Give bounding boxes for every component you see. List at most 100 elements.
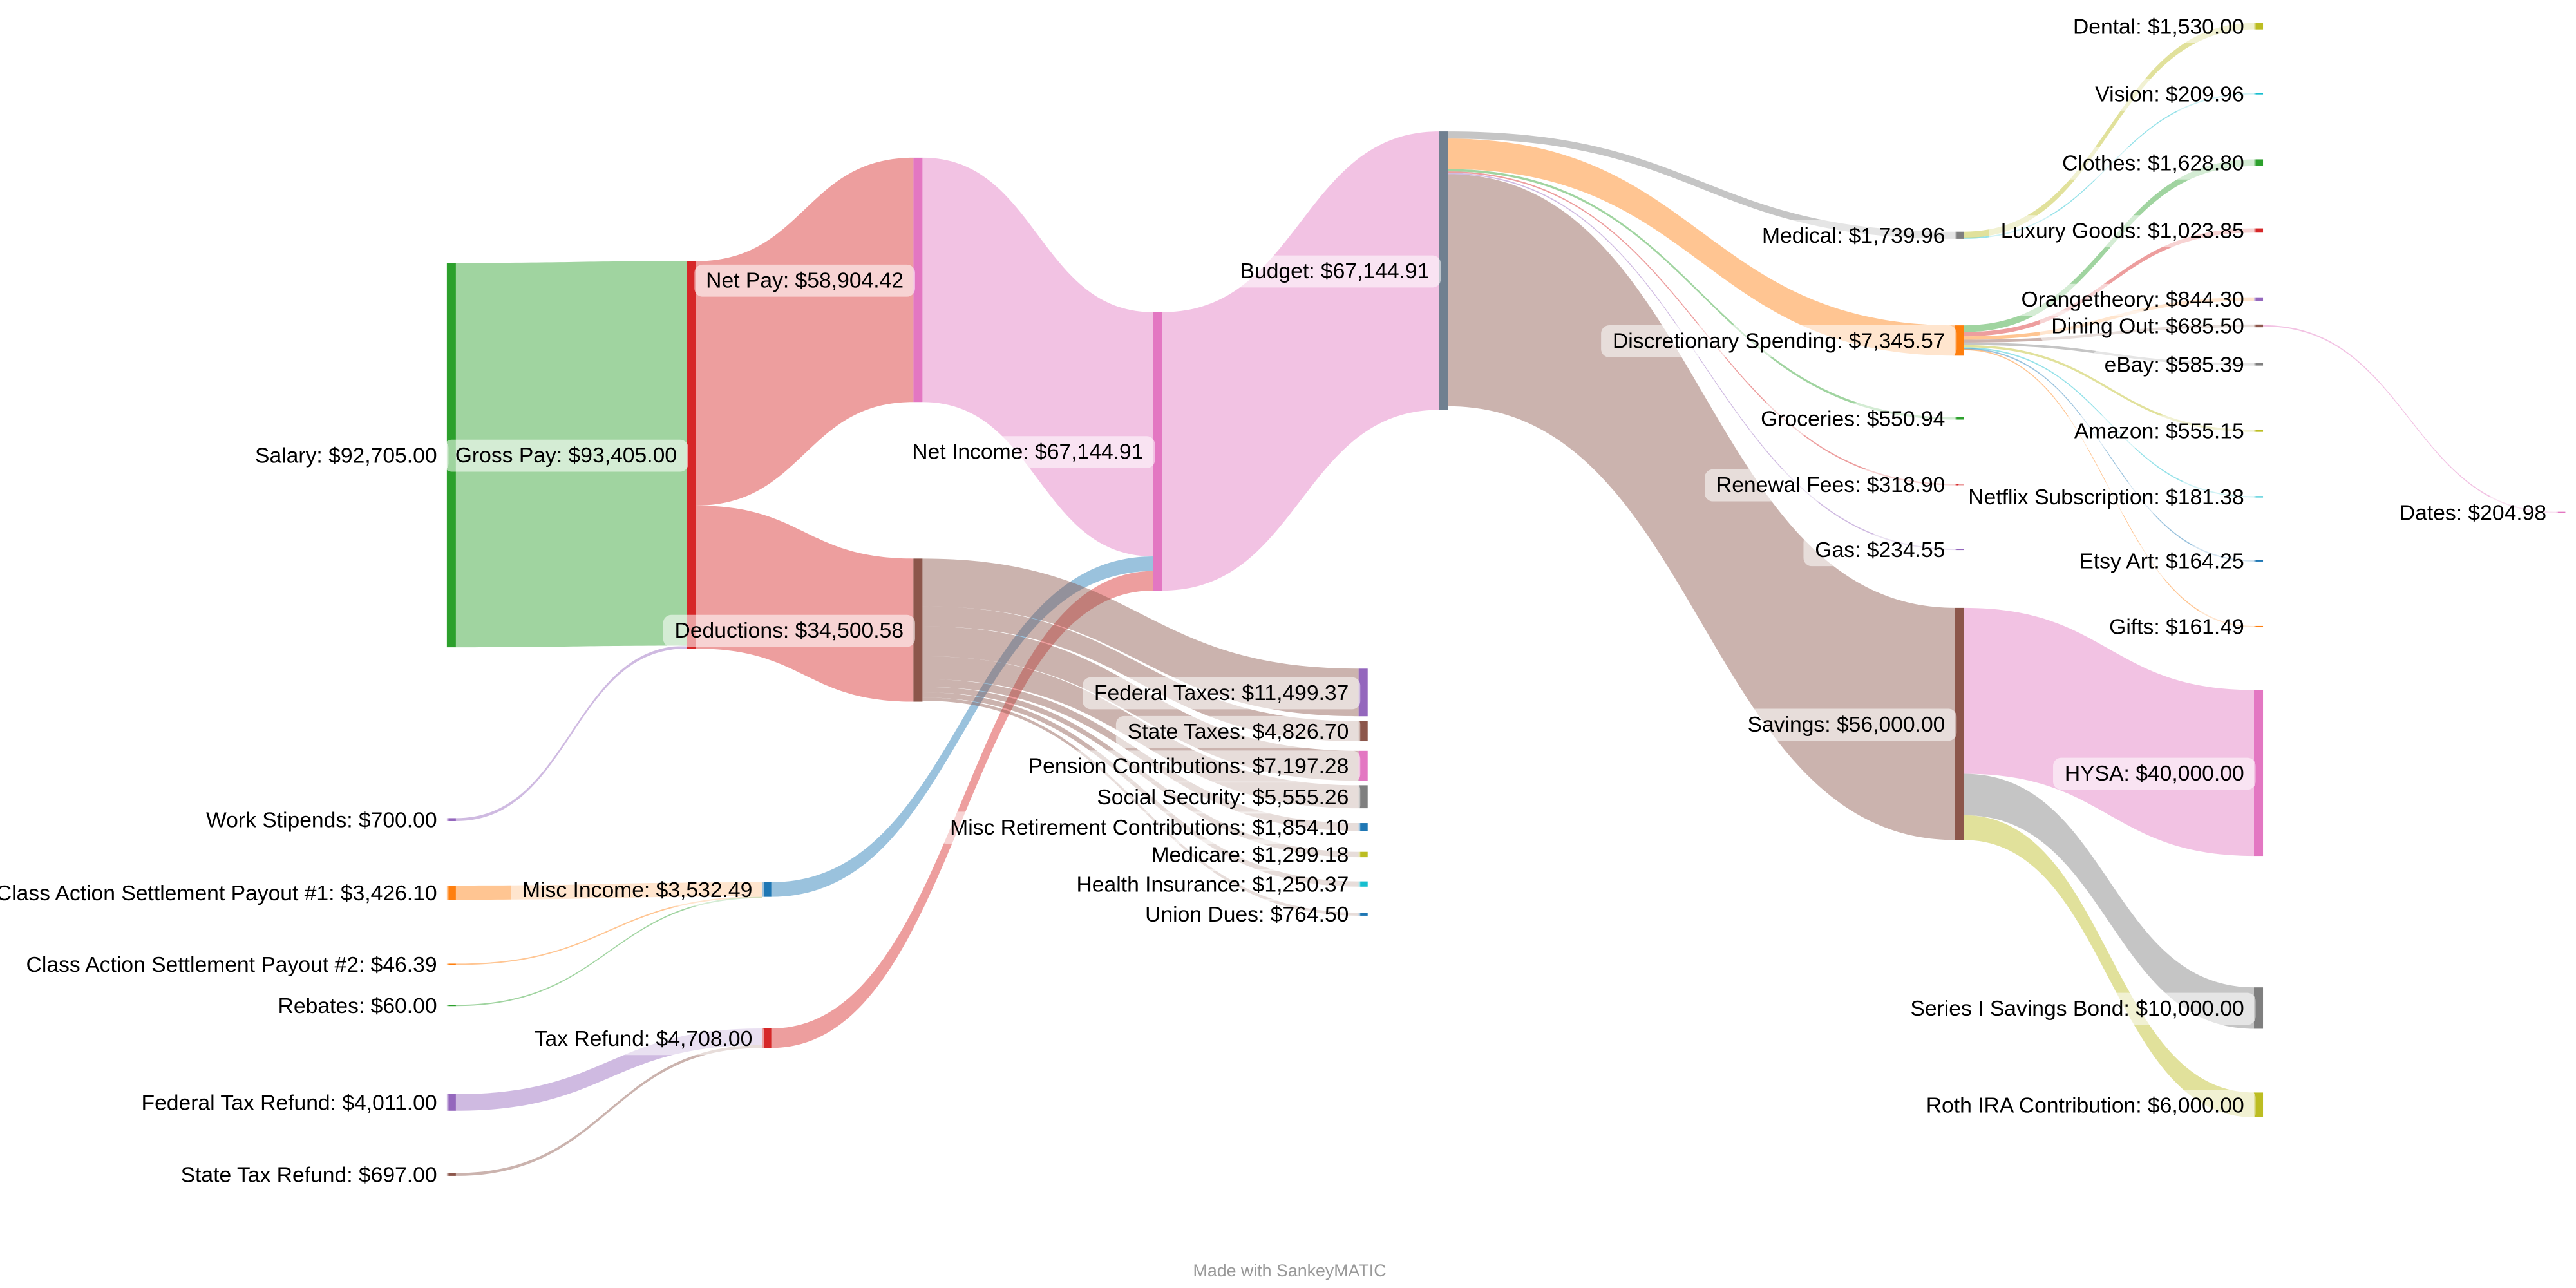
node-state_taxes[interactable] bbox=[1358, 721, 1368, 742]
flow-savings-hysa[interactable] bbox=[1964, 607, 2254, 857]
sankeymatic-credit: Made with SankeyMATIC bbox=[1193, 1261, 1387, 1280]
node-label-text-deductions: Deductions: $34,500.58 bbox=[675, 619, 904, 643]
node-medicare[interactable] bbox=[1358, 851, 1368, 858]
node-label-text-series_i: Series I Savings Bond: $10,000.00 bbox=[1910, 997, 2244, 1021]
node-label-text-state_taxes: State Taxes: $4,826.70 bbox=[1128, 720, 1349, 744]
node-label-misc_income: Misc Income: $3,532.49 bbox=[511, 874, 764, 907]
flow-savings-roth_ira[interactable] bbox=[1964, 815, 2254, 1117]
node-label-pill-ca1 bbox=[0, 877, 449, 910]
flow-deductions-state_taxes[interactable] bbox=[922, 606, 1359, 742]
node-amazon[interactable] bbox=[2254, 430, 2264, 432]
node-deductions[interactable] bbox=[913, 558, 923, 702]
node-union_dues[interactable] bbox=[1358, 913, 1368, 916]
node-rebates[interactable] bbox=[446, 1005, 456, 1007]
flow-misc_income-net_income[interactable] bbox=[771, 556, 1153, 897]
node-misc_retirement[interactable] bbox=[1358, 823, 1368, 831]
node-label-pill-net_income bbox=[900, 436, 1155, 469]
flow-work_stipends-gross_pay[interactable] bbox=[455, 645, 687, 821]
flow-discretionary-etsy_art[interactable] bbox=[1964, 348, 2254, 562]
flow-dining_out-dates[interactable] bbox=[2263, 325, 2557, 513]
flow-budget-discretionary[interactable] bbox=[1448, 138, 1955, 356]
node-groceries[interactable] bbox=[1955, 417, 1964, 420]
node-label-text-roth_ira: Roth IRA Contribution: $6,000.00 bbox=[1926, 1094, 2244, 1117]
node-medical[interactable] bbox=[1955, 231, 1964, 239]
node-dental[interactable] bbox=[2254, 23, 2264, 30]
node-vision[interactable] bbox=[2254, 93, 2264, 95]
node-label-union_dues: Union Dues: $764.50 bbox=[1133, 898, 1361, 931]
node-label-pill-netflix bbox=[1956, 481, 2256, 514]
node-savings[interactable] bbox=[1955, 607, 1964, 840]
flow-rebates-misc_income[interactable] bbox=[455, 896, 762, 1007]
node-label-text-rebates: Rebates: $60.00 bbox=[278, 994, 437, 1018]
node-ca1[interactable] bbox=[446, 886, 456, 900]
node-label-text-netflix: Netflix Subscription: $181.38 bbox=[1968, 486, 2244, 509]
flow-budget-medical[interactable] bbox=[1448, 131, 1955, 239]
node-label-pill-federal_taxes bbox=[1083, 677, 1361, 710]
node-dates[interactable] bbox=[2556, 511, 2566, 513]
flow-discretionary-luxury_goods[interactable] bbox=[1964, 228, 2254, 337]
node-label-pill-net_pay bbox=[694, 264, 915, 297]
flow-budget-gas[interactable] bbox=[1448, 173, 1955, 551]
node-label-health_insurance: Health Insurance: $1,250.37 bbox=[1065, 869, 1361, 901]
node-dining_out[interactable] bbox=[2254, 324, 2264, 328]
node-label-text-dates: Dates: $204.98 bbox=[2400, 501, 2546, 525]
flow-budget-groceries[interactable] bbox=[1448, 169, 1955, 420]
flow-net_income-budget[interactable] bbox=[1162, 131, 1439, 591]
flow-state_tax_refund-tax_refund[interactable] bbox=[455, 1045, 762, 1176]
node-misc_income[interactable] bbox=[762, 882, 772, 897]
node-label-pill-groceries bbox=[1749, 403, 1957, 435]
flow-savings-series_i[interactable] bbox=[1964, 773, 2254, 1029]
node-discretionary[interactable] bbox=[1955, 325, 1964, 356]
node-clothes[interactable] bbox=[2254, 159, 2264, 166]
node-work_stipends[interactable] bbox=[446, 818, 456, 821]
node-social_security[interactable] bbox=[1358, 785, 1368, 809]
node-label-text-gifts: Gifts: $161.49 bbox=[2109, 616, 2244, 639]
node-etsy_art[interactable] bbox=[2254, 560, 2264, 562]
flow-tax_refund-net_income[interactable] bbox=[771, 571, 1153, 1048]
node-health_insurance[interactable] bbox=[1358, 881, 1368, 887]
node-gas[interactable] bbox=[1955, 549, 1964, 551]
node-label-text-groceries: Groceries: $550.94 bbox=[1761, 407, 1945, 431]
node-net_pay[interactable] bbox=[913, 157, 923, 402]
node-label-net_income: Net Income: $67,144.91 bbox=[900, 436, 1155, 469]
node-hysa[interactable] bbox=[2254, 690, 2264, 857]
node-netflix[interactable] bbox=[2254, 496, 2264, 498]
node-net_income[interactable] bbox=[1153, 312, 1162, 591]
flow-discretionary-amazon[interactable] bbox=[1964, 345, 2254, 432]
flow-deductions-federal_taxes[interactable] bbox=[922, 558, 1359, 717]
node-gross_pay[interactable] bbox=[687, 261, 696, 649]
node-label-pill-salary bbox=[243, 439, 449, 472]
node-fed_tax_refund[interactable] bbox=[446, 1094, 456, 1111]
node-ebay[interactable] bbox=[2254, 363, 2264, 366]
node-label-medicare: Medicare: $1,299.18 bbox=[1139, 839, 1361, 872]
node-orangetheory[interactable] bbox=[2254, 297, 2264, 301]
flow-ca2-misc_income[interactable] bbox=[455, 896, 762, 965]
node-label-pill-luxury_goods bbox=[1989, 215, 2256, 248]
node-label-text-savings: Savings: $56,000.00 bbox=[1748, 713, 1946, 737]
node-state_tax_refund[interactable] bbox=[446, 1173, 456, 1176]
node-ca2[interactable] bbox=[446, 963, 456, 965]
node-pension[interactable] bbox=[1358, 750, 1368, 781]
node-budget[interactable] bbox=[1439, 131, 1448, 410]
node-label-net_pay: Net Pay: $58,904.42 bbox=[694, 264, 915, 297]
flow-medical-dental[interactable] bbox=[1964, 23, 2254, 238]
node-label-pill-amazon bbox=[2063, 415, 2256, 448]
node-label-text-ca2: Class Action Settlement Payout #2: $46.3… bbox=[26, 953, 437, 977]
node-label-text-luxury_goods: Luxury Goods: $1,023.85 bbox=[2001, 220, 2244, 243]
flow-gross_pay-deductions[interactable] bbox=[696, 505, 914, 702]
node-label-gifts: Gifts: $161.49 bbox=[2098, 611, 2256, 644]
flow-net_pay-net_income[interactable] bbox=[922, 157, 1153, 557]
flow-gross_pay-net_pay[interactable] bbox=[696, 157, 914, 506]
node-label-pill-savings bbox=[1736, 708, 1957, 741]
node-luxury_goods[interactable] bbox=[2254, 228, 2264, 233]
flow-budget-savings[interactable] bbox=[1448, 174, 1955, 840]
node-label-text-budget: Budget: $67,144.91 bbox=[1240, 260, 1430, 283]
node-label-text-misc_income: Misc Income: $3,532.49 bbox=[522, 878, 752, 902]
node-series_i[interactable] bbox=[2254, 987, 2264, 1029]
node-federal_taxes[interactable] bbox=[1358, 668, 1368, 717]
node-gifts[interactable] bbox=[2254, 625, 2264, 627]
node-label-pill-misc_income bbox=[511, 874, 764, 907]
node-roth_ira[interactable] bbox=[2254, 1092, 2264, 1117]
node-label-pill-vision bbox=[2083, 79, 2256, 111]
node-tax_refund[interactable] bbox=[762, 1028, 772, 1048]
